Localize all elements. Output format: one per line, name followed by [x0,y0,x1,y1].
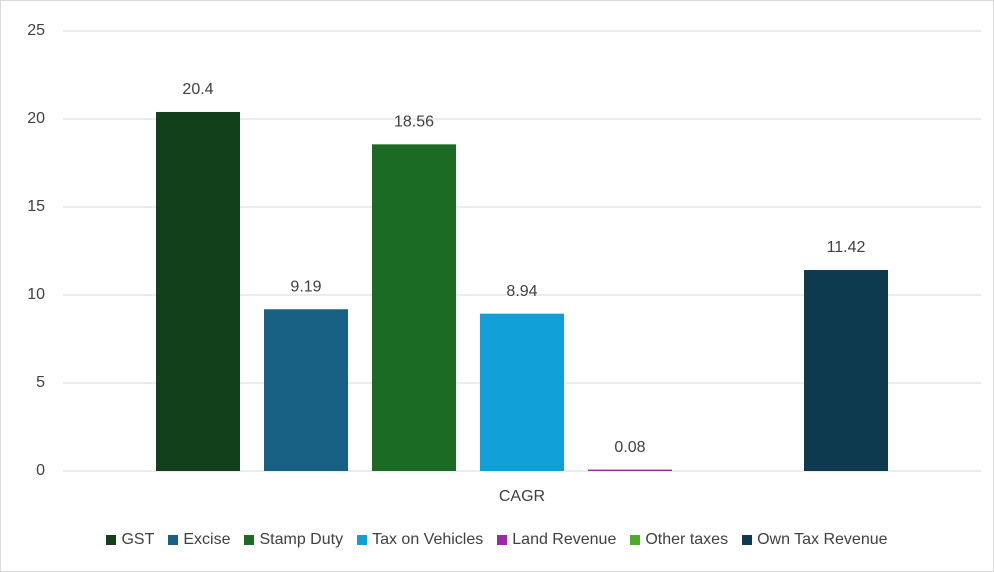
legend-swatch [742,535,753,545]
y-tick-label: 10 [27,286,45,303]
chart: 0 5 10 15 20 25 CAGR 20.4 9.19 18.56 8.94 0.08 11.42 [27,22,981,505]
legend: GST Excise Stamp Duty Tax on Vehicles Land R… [1,531,993,549]
legend-swatch [497,535,508,545]
legend-label: Excise [183,531,231,548]
data-label: 20.4 [182,81,213,98]
bar [480,313,564,471]
data-label: 11.42 [827,239,866,256]
legend-label: Land Revenue [512,531,617,548]
legend-swatch [244,535,255,545]
y-tick-label: 15 [27,198,45,215]
bar [804,270,888,471]
y-tick-label: 25 [27,22,45,39]
legend-label: GST [121,531,155,548]
legend-item: Tax on Vehicles [357,531,483,549]
legend-swatch [106,535,117,545]
bar [264,309,348,471]
legend-label: Stamp Duty [259,531,344,548]
y-tick-label: 20 [27,110,45,127]
legend-swatch [357,535,368,545]
x-tick-label: CAGR [499,488,545,505]
legend-swatch [168,535,179,545]
data-label: 0.08 [614,439,645,456]
legend-label: Own Tax Revenue [757,531,888,548]
data-label: 8.94 [506,283,537,300]
legend-label: Other taxes [645,531,729,548]
legend-item: Excise [168,531,230,549]
data-label: 9.19 [290,278,321,295]
y-tick-label: 5 [36,374,45,391]
y-tick-label: 0 [36,462,45,479]
bar [156,111,240,472]
data-label: 18.56 [394,114,434,131]
legend-swatch [630,535,641,545]
bar [372,144,456,471]
legend-label: Tax on Vehicles [372,531,484,548]
legend-item: Land Revenue [497,531,616,549]
legend-item: Stamp Duty [244,531,343,549]
bar [588,469,672,471]
legend-item: Other taxes [630,531,728,549]
legend-item: Own Tax Revenue [742,531,888,549]
legend-item: GST [106,531,154,549]
